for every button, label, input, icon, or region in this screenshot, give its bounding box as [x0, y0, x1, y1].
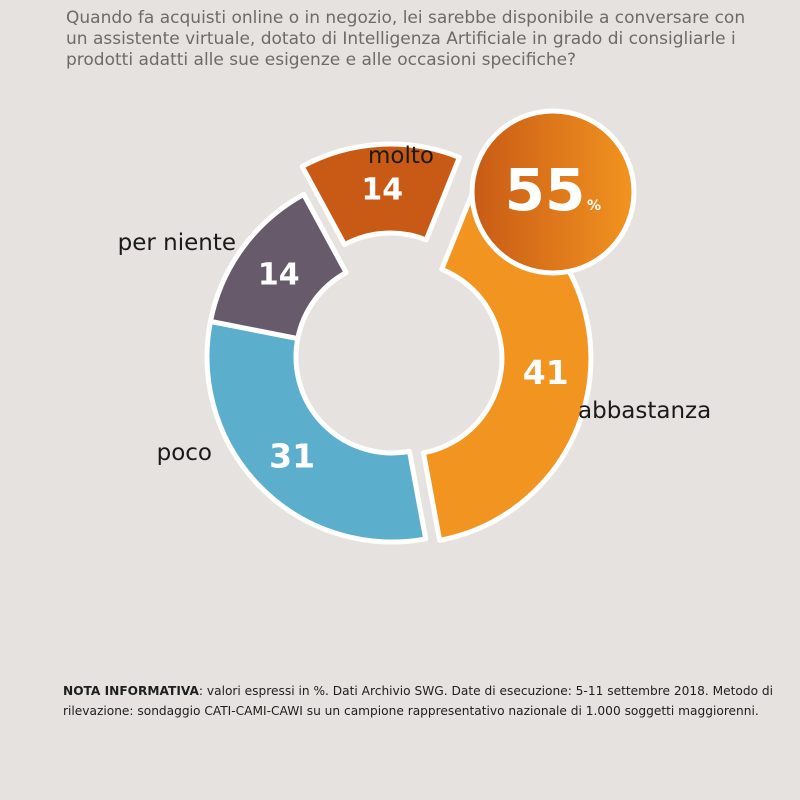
- category-label-poco: poco: [157, 440, 212, 466]
- highlight-bubble: 55 %: [469, 108, 637, 276]
- value-label-per-niente: 14: [258, 258, 300, 293]
- footnote: NOTA INFORMATIVA: valori espressi in %. …: [63, 681, 775, 721]
- value-label-abbastanza: 41: [523, 353, 569, 392]
- donut-value-labels: 14 41 31 14: [258, 173, 569, 476]
- footnote-label: NOTA INFORMATIVA: [63, 684, 199, 698]
- category-label-per-niente: per niente: [118, 230, 236, 256]
- slice-molto: [299, 141, 462, 248]
- footnote-text: : valori espressi in %. Dati Archivio SW…: [63, 684, 774, 718]
- category-label-abbastanza: abbastanza: [578, 398, 711, 424]
- slice-poco: [204, 318, 429, 545]
- highlight-value: 55: [505, 156, 586, 224]
- category-label-molto: molto: [368, 143, 434, 169]
- value-label-molto: 14: [361, 173, 403, 208]
- slice-per-niente: [207, 191, 349, 342]
- highlight-circle: [469, 108, 637, 276]
- survey-question: Quando fa acquisti online o in negozio, …: [66, 8, 746, 70]
- donut-category-labels: molto abbastanza poco per niente: [118, 143, 712, 466]
- value-label-poco: 31: [269, 437, 315, 476]
- highlight-unit: %: [587, 198, 601, 214]
